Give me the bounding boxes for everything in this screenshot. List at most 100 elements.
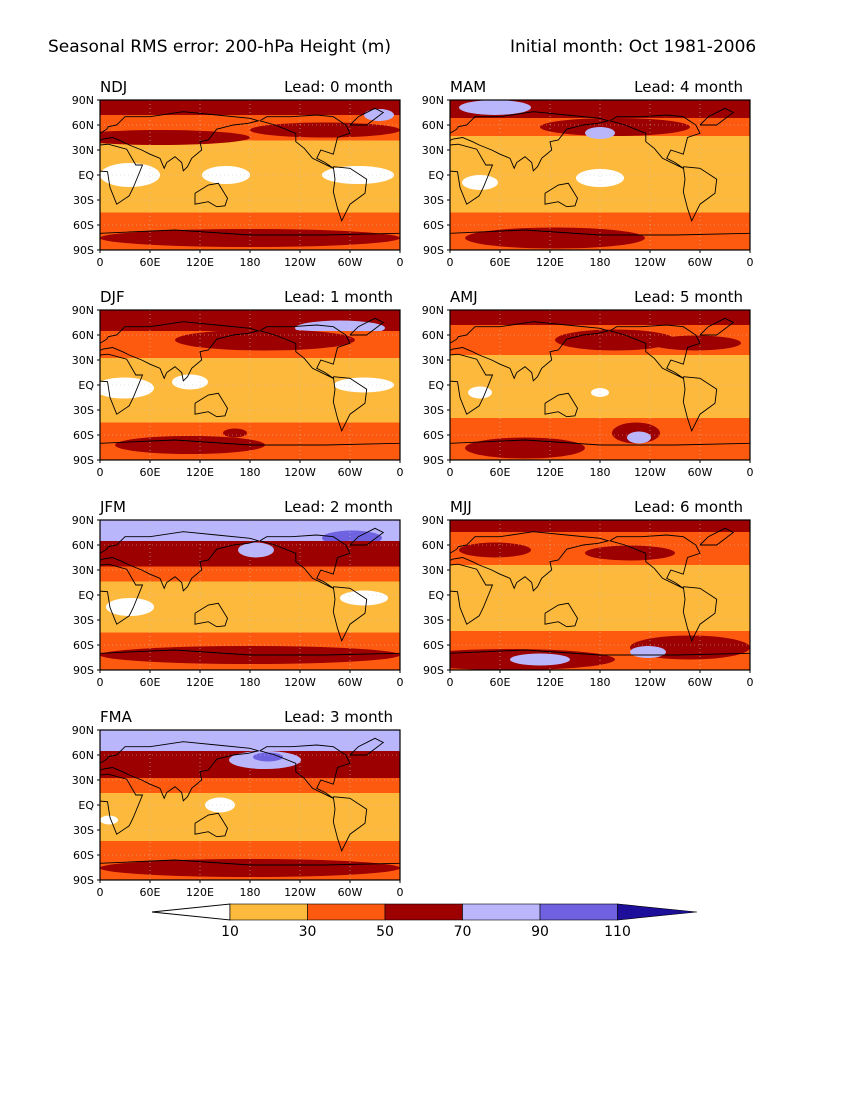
lat-tick-label: EQ [78,379,94,392]
shading-patch [540,118,690,136]
lat-tick-label: 60S [73,429,94,442]
colorbar-label: 90 [531,924,549,940]
shading-patch [340,591,388,606]
lon-tick-label: 180 [590,676,611,689]
lon-tick-label: 0 [97,886,104,899]
lon-tick-label: 120E [536,466,564,479]
lon-tick-label: 180 [590,466,611,479]
lon-tick-label: 0 [97,676,104,689]
lon-tick-label: 60W [688,676,713,689]
lon-tick-label: 180 [240,886,261,899]
colorbar-label: 30 [299,924,317,940]
shading-band [450,520,750,532]
lat-tick-label: 30N [72,564,94,577]
lon-tick-label: 120W [284,256,316,269]
lon-tick-label: 120E [536,256,564,269]
shading-patch [627,432,651,444]
lon-tick-label: 180 [240,466,261,479]
lat-tick-label: 60N [72,539,94,552]
panel-lead: Lead: 0 month [284,78,393,96]
lat-tick-label: 60S [73,639,94,652]
rms-error-shading [86,730,400,880]
lon-tick-label: 0 [397,676,404,689]
colorbar-label: 10 [221,924,239,940]
shading-patch [94,378,154,399]
lon-tick-label: 60W [688,256,713,269]
lon-tick-label: 60E [140,676,161,689]
lat-tick-label: 30N [422,354,444,367]
lon-tick-label: 60E [140,466,161,479]
figure-title: Seasonal RMS error: 200-hPa Height (m) [48,37,391,57]
lon-tick-label: 60W [338,256,363,269]
colorbar-segment [230,904,308,920]
rms-error-shading [70,100,400,250]
lat-tick-label: 60S [73,849,94,862]
lat-tick-label: 60N [422,329,444,342]
lat-tick-label: 30N [422,144,444,157]
shading-patch [202,166,250,184]
lon-tick-label: 60W [338,886,363,899]
lat-tick-label: 60S [73,219,94,232]
panel-season: DJF [100,288,125,306]
shading-patch [591,388,609,397]
lat-tick-label: 90S [73,664,94,677]
shading-patch [465,438,585,459]
panel-season: JFM [99,498,126,516]
lat-tick-label: 30S [73,404,94,417]
panel-season: FMA [100,708,133,726]
lat-tick-label: 30N [72,774,94,787]
lat-tick-label: EQ [428,589,444,602]
lon-tick-label: 180 [240,256,261,269]
rms-error-shading [436,310,750,460]
lon-tick-label: 0 [447,676,454,689]
lon-tick-label: 0 [747,256,754,269]
lat-tick-label: 30N [72,144,94,157]
lat-tick-label: 90N [72,514,94,527]
lat-tick-label: 90N [72,94,94,107]
lat-tick-label: 30S [73,614,94,627]
panel-lead: Lead: 4 month [634,78,743,96]
lon-tick-label: 120W [634,466,666,479]
lat-tick-label: 90S [423,454,444,467]
lon-tick-label: 120W [284,676,316,689]
panel-season: NDJ [100,78,127,96]
lon-tick-label: 60E [490,466,511,479]
lat-tick-label: EQ [78,589,94,602]
shading-patch [462,175,498,190]
lon-tick-label: 120W [284,886,316,899]
lat-tick-label: 90N [422,514,444,527]
shading-patch [253,753,283,762]
panel-lead: Lead: 2 month [284,498,393,516]
shading-patch [630,646,666,658]
lon-tick-label: 120W [284,466,316,479]
lat-tick-label: 90N [422,304,444,317]
lon-tick-label: 0 [97,256,104,269]
lat-tick-label: 30S [73,194,94,207]
lon-tick-label: 60E [490,676,511,689]
shading-patch [172,375,208,390]
lon-tick-label: 0 [747,676,754,689]
lat-tick-label: 60S [423,429,444,442]
lat-tick-label: 60N [72,119,94,132]
lon-tick-label: 180 [240,676,261,689]
shading-patch [100,816,118,825]
lon-tick-label: 60E [140,256,161,269]
colorbar-segment [385,904,463,920]
lat-tick-label: 90N [422,94,444,107]
lat-tick-label: EQ [78,799,94,812]
lon-tick-label: 120E [186,886,214,899]
shading-patch [510,654,570,666]
colorbar-segment [540,904,618,920]
lat-tick-label: EQ [428,379,444,392]
lat-tick-label: 30S [423,404,444,417]
shading-patch [70,130,250,145]
